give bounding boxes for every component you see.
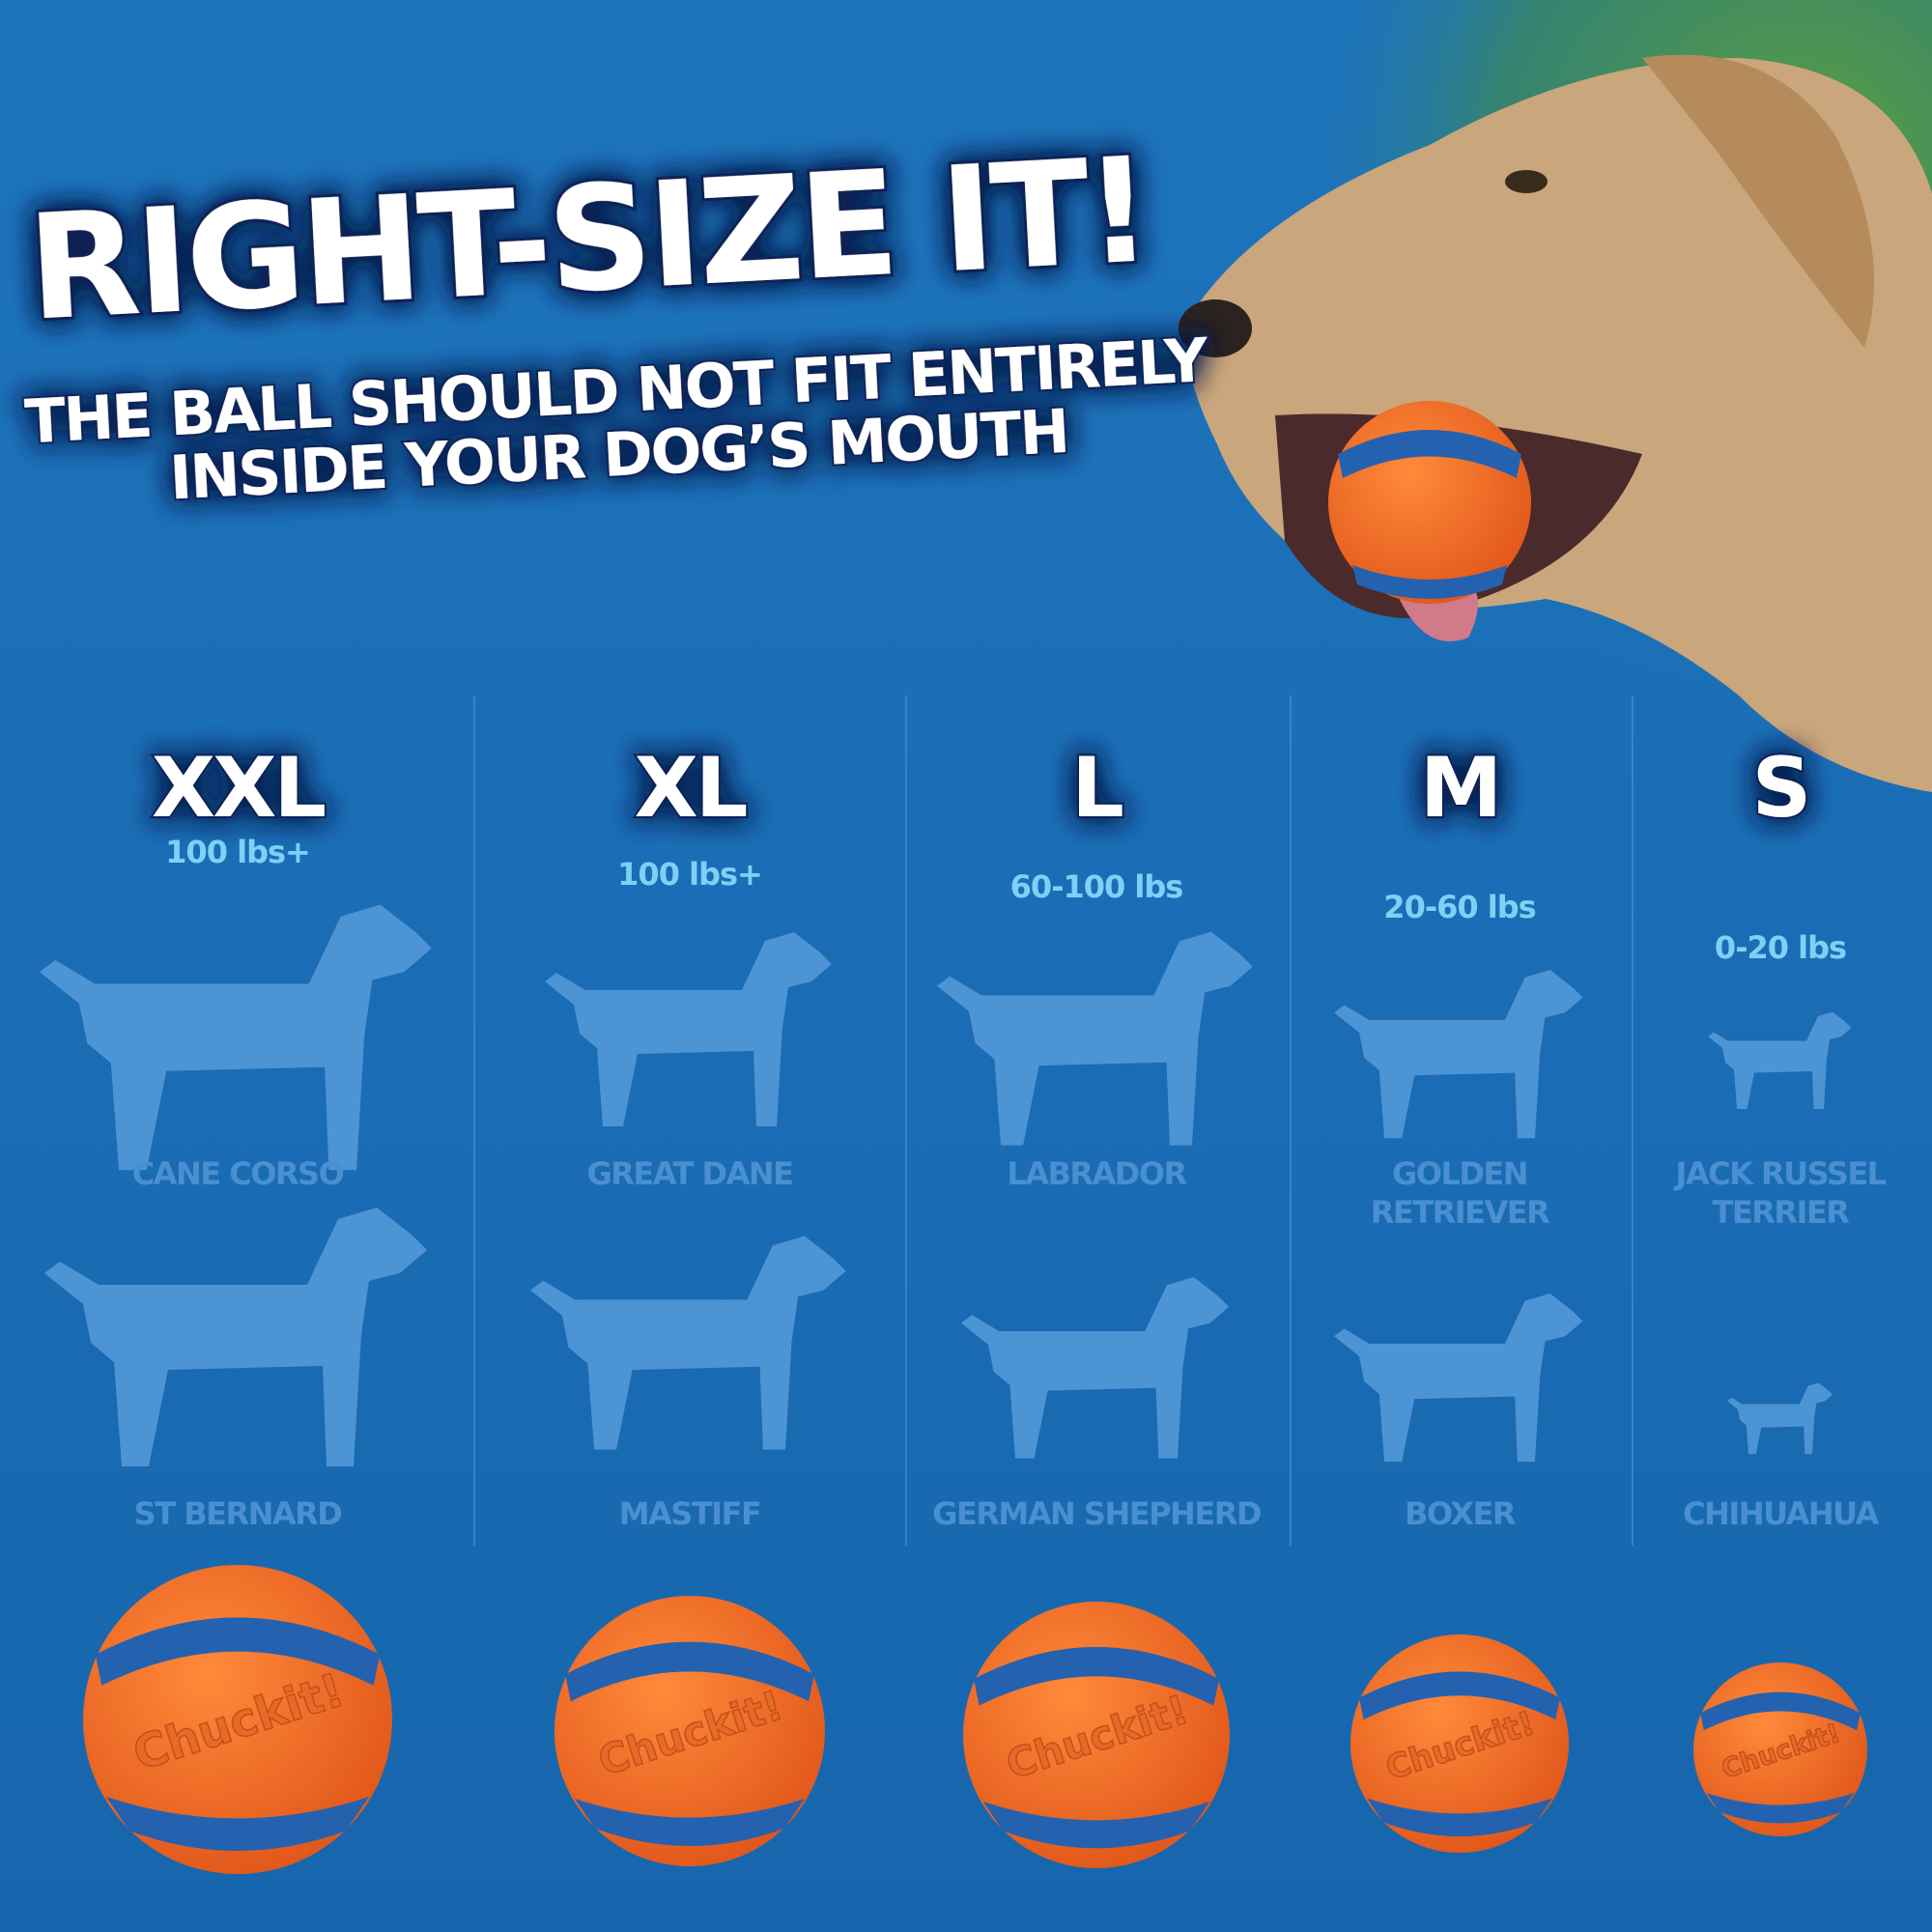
ball-stripe xyxy=(1706,1793,1855,1824)
dog-silhouette xyxy=(1334,970,1583,1139)
weight-label: 60-100 lbs xyxy=(1010,868,1183,905)
dog-silhouette xyxy=(1334,1293,1583,1463)
ball: Chuckit! xyxy=(1350,1634,1569,1853)
weight-label: 20-60 lbs xyxy=(1383,889,1535,925)
breed-name: GOLDEN xyxy=(1392,1155,1527,1192)
ball-stripe xyxy=(565,1641,814,1702)
breed-name: ST BERNARD xyxy=(134,1495,342,1532)
ball-stripe xyxy=(1366,1798,1553,1837)
breed-name: RETRIEVER xyxy=(1371,1194,1549,1231)
size-label: L xyxy=(1071,740,1122,837)
ball-stripe xyxy=(982,1802,1210,1849)
breed-name: LABRADOR xyxy=(1007,1155,1186,1192)
ball-stripe xyxy=(1700,1691,1861,1731)
dog-photo xyxy=(1179,54,1932,792)
size-label: M xyxy=(1420,740,1500,837)
ball: Chuckit! xyxy=(83,1565,392,1874)
ball-stripe xyxy=(106,1797,369,1851)
breed-name: GREAT DANE xyxy=(587,1155,793,1192)
dog-silhouette xyxy=(40,904,432,1171)
dog-silhouette xyxy=(44,1208,427,1466)
ball-stripe xyxy=(1359,1671,1560,1720)
size-label: XL xyxy=(634,740,746,837)
ball-stripe xyxy=(95,1617,381,1686)
dog-silhouette xyxy=(1727,1382,1833,1455)
size-column: L 60-100 lbs LABRADOR GERMAN SHEPHERD Chucki… xyxy=(932,738,1262,1868)
ball-stripe xyxy=(974,1646,1219,1706)
dog-silhouette xyxy=(1708,1011,1852,1109)
breed-name: MASTIFF xyxy=(619,1495,761,1532)
breed-name: TERRIER xyxy=(1713,1194,1850,1231)
dog-silhouette xyxy=(545,932,832,1126)
weight-label: 100 lbs+ xyxy=(165,834,310,870)
size-column: XL 100 lbs+ GREAT DANE MASTIFF Chuckit! xyxy=(530,738,846,1866)
breed-name: GERMAN SHEPHERD xyxy=(932,1495,1261,1532)
breed-name: JACK RUSSEL xyxy=(1673,1155,1886,1192)
weight-label: 0-20 lbs xyxy=(1715,929,1846,966)
dog-silhouette xyxy=(530,1236,846,1450)
breed-name: BOXER xyxy=(1405,1495,1516,1532)
weight-label: 100 lbs+ xyxy=(617,856,762,893)
breed-name: CANE CORSO xyxy=(132,1155,344,1192)
ball: Chuckit! xyxy=(554,1596,825,1866)
ball: Chuckit! xyxy=(1693,1662,1867,1836)
breed-name: CHIHUAHUA xyxy=(1683,1495,1880,1532)
size-label: S xyxy=(1752,740,1809,837)
dog-silhouette xyxy=(961,1277,1230,1459)
ball-stripe xyxy=(575,1799,805,1846)
ball: Chuckit! xyxy=(963,1602,1230,1868)
size-label: XXL xyxy=(152,740,326,837)
dog-silhouette xyxy=(937,931,1253,1146)
